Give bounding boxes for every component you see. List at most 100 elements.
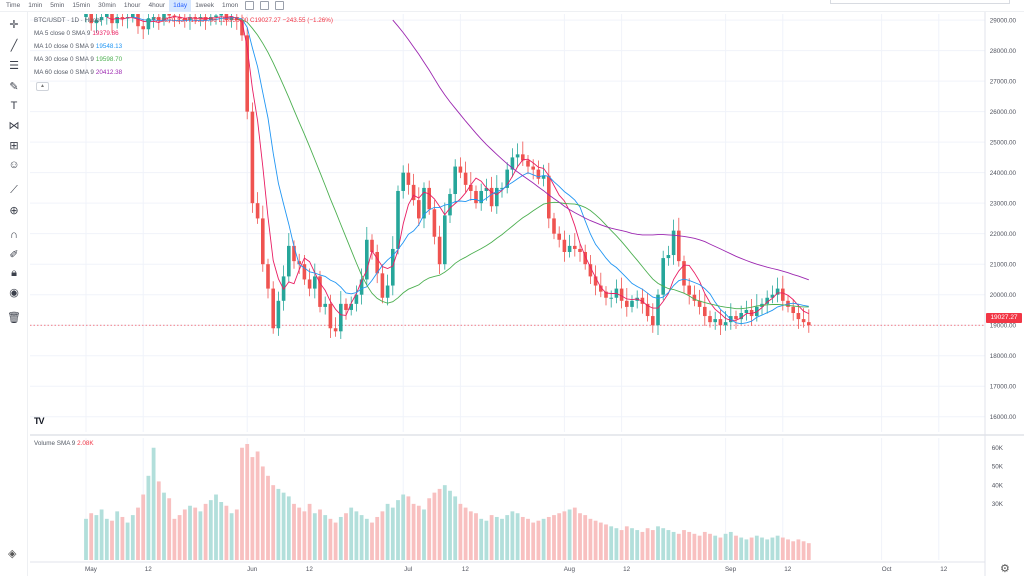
interval-4hour[interactable]: 4hour [148,1,166,9]
ma60-legend[interactable]: MA 60 close 0 SMA 9 20412.38 [34,69,122,76]
volume-bar [250,457,255,560]
top-right-panel[interactable] [830,0,1010,4]
volume-bar [494,516,499,560]
horizontal-lines-icon[interactable]: ☰ [9,59,19,72]
volume-bar [312,513,317,560]
time-tick-label: May [85,566,98,573]
drawing-toolbar: ✛ ╱ ☰ ✎ T ⋈ ⊞ ☺ ⟋ ⊕ ∩ ✐ 🔒︎ ◉ 🗑︎ [0,12,28,576]
candle-body [453,166,457,195]
gear-icon[interactable]: ⚙ [1000,563,1010,575]
interval-5min[interactable]: 5min [50,1,65,9]
candle-body [588,264,593,277]
interval-1hour[interactable]: 1hour [123,1,141,9]
candle-body [656,294,660,326]
interval-1day[interactable]: 1day [169,0,192,12]
volume-bar [453,496,458,560]
ma5-legend[interactable]: MA 5 close 0 SMA 9 19379.86 [34,30,119,37]
brush-icon[interactable]: ✎ [9,80,19,93]
candle-body [302,264,307,280]
interval-30min[interactable]: 30min [98,1,116,9]
grid-lines [30,14,985,560]
volume-tick-label: 60K [992,445,1004,452]
candle-body [666,255,671,259]
volume-bar [562,511,567,560]
candle-body [276,300,281,329]
emoji-icon[interactable]: ☺ [8,159,20,171]
candle-body [599,285,603,292]
volume-bar [141,494,146,560]
volume-bar [208,500,213,560]
volume-bar [375,516,380,560]
ma10-legend[interactable]: MA 10 close 0 SMA 9 19548.13 [34,43,122,50]
volume-bar [349,507,354,560]
candle-body [765,297,769,304]
volume-bar [286,496,291,560]
volume-bar [806,543,811,560]
volume-bar [281,492,286,560]
volume-bar [177,515,182,560]
volume-bar [619,530,624,560]
volume-bar [229,513,234,560]
interval-1mon[interactable]: 1mon [221,1,239,9]
volume-bar [656,526,660,560]
volume-bar [775,535,780,560]
trash-icon[interactable]: 🗑︎ [7,311,21,324]
candle-body [448,194,452,216]
volume-bar [198,511,203,560]
fullscreen-icon[interactable] [275,1,285,10]
eye-icon[interactable]: ◉ [9,286,19,299]
lock-icon[interactable]: 🔒︎ [11,266,17,279]
interval-15min[interactable]: 15min [72,1,91,9]
volume-bar [614,528,619,560]
market-status-icon [146,17,151,23]
volume-bar [713,535,718,560]
candle-body [417,200,421,219]
chart-type-icon[interactable] [245,1,255,10]
candle-body [255,203,260,219]
interval-1min[interactable]: 1min [28,1,43,9]
volume-bar [99,509,104,560]
zoom-in-icon[interactable]: ⊕ [9,204,19,217]
candle-body [411,184,416,201]
ma30-legend[interactable]: MA 30 close 0 SMA 9 19598.70 [34,56,122,63]
candle-body [328,303,333,329]
candle-body [354,294,359,304]
interval-1week[interactable]: 1week [195,1,214,9]
text-tool-icon[interactable]: T [10,100,18,112]
volume-bar [411,503,416,560]
candle-body [141,26,145,30]
candle-body [406,172,411,185]
candle-body [115,17,119,24]
volume-bar [531,522,536,560]
interval-time[interactable]: Time [6,1,21,9]
candle-body [630,300,634,307]
volume-legend[interactable]: Volume SMA 9 2.08K [34,440,94,447]
volume-bar [188,505,192,560]
settings-icon[interactable] [260,1,270,10]
candle-body [271,288,275,329]
volume-bar [328,518,333,560]
candle-body [552,218,556,234]
candle-body [567,245,572,252]
time-tick-label: Jun [247,566,258,573]
time-tick-label: 12 [784,566,792,573]
ma10-value: 19548.13 [95,43,123,50]
crosshair-icon[interactable]: ✛ [9,18,19,31]
layers-icon[interactable]: ◈ [8,548,17,560]
ma30-line [236,18,809,310]
forecast-icon[interactable]: ⊞ [9,139,19,152]
candle-body [167,14,171,16]
candle-body [526,160,530,167]
ruler-icon[interactable]: ⟋ [10,183,18,196]
candle-body [739,313,743,320]
pattern-icon[interactable]: ⋈ [8,119,20,132]
magnet-icon[interactable]: ∩ [10,229,18,241]
volume-bar [422,509,426,560]
candle-body [219,14,223,16]
volume-bar [749,537,754,560]
trend-line-icon[interactable]: ╱ [10,39,18,52]
candle-body [250,111,255,204]
lock-drawings-icon[interactable]: ✐ [9,248,19,261]
collapse-legend-button[interactable]: ▲ [36,82,49,91]
